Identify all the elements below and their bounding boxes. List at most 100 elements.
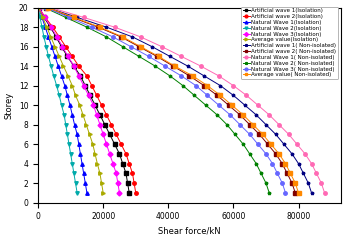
Natural Wave 1(Isolation)	[68, 104, 72, 107]
Average value( Non-isolated)	[173, 65, 177, 68]
Average value( Non-isolated)	[98, 26, 102, 29]
Artificial wave 1( Non-isolated)	[296, 162, 300, 165]
Average value( Non-isolated)	[121, 36, 125, 38]
Natural Wave 1(Isolation)	[43, 26, 47, 29]
Legend: Artificial wave 1(Isolation), Artificial wave 2(Isolation), Natural Wave 1(Isola: Artificial wave 1(Isolation), Artificial…	[241, 6, 338, 79]
Natural Wave 1( Non-isolated)	[256, 104, 260, 107]
Average value(Isolation)	[73, 94, 78, 97]
Line: Average value( Non-isolated): Average value( Non-isolated)	[46, 6, 300, 195]
Artificial wave 2( Non-isolated)	[155, 55, 159, 58]
Natural Wave 2( Non-isolated)	[137, 55, 141, 58]
Artificial wave 1(Isolation)	[42, 16, 46, 19]
Average value( Non-isolated)	[72, 16, 76, 19]
Natural Wave 3( Non-isolated)	[163, 65, 167, 68]
Average value( Non-isolated)	[218, 94, 223, 97]
Natural Wave 1(Isolation)	[40, 16, 44, 19]
Line: Natural Wave 1( Non-isolated): Natural Wave 1( Non-isolated)	[49, 6, 326, 195]
Natural Wave 2(Isolation)	[40, 26, 44, 29]
Natural Wave 1( Non-isolated)	[277, 123, 281, 126]
Natural Wave 2(Isolation)	[42, 36, 46, 38]
Natural Wave 2( Non-isolated)	[121, 45, 125, 48]
Average value(Isolation)	[70, 84, 74, 87]
Natural Wave 1(Isolation)	[70, 114, 74, 116]
Artificial wave 1( Non-isolated)	[243, 104, 247, 107]
Average value(Isolation)	[91, 143, 95, 145]
Artificial wave 1(Isolation)	[98, 114, 102, 116]
Natural Wave 1(Isolation)	[83, 182, 87, 185]
Artificial wave 2( Non-isolated)	[285, 172, 289, 175]
Average value( Non-isolated)	[296, 191, 300, 194]
Artificial wave 2(Isolation)	[57, 36, 61, 38]
Natural Wave 2(Isolation)	[69, 152, 73, 155]
Natural Wave 2(Isolation)	[75, 191, 79, 194]
Natural Wave 3(Isolation)	[95, 114, 99, 116]
Average value( Non-isolated)	[139, 45, 143, 48]
Artificial wave 1( Non-isolated)	[301, 172, 305, 175]
Natural Wave 3(Isolation)	[66, 55, 70, 58]
Artificial wave 1( Non-isolated)	[306, 182, 310, 185]
Natural Wave 3(Isolation)	[87, 94, 91, 97]
Artificial wave 2(Isolation)	[109, 123, 114, 126]
Natural Wave 3( Non-isolated)	[179, 74, 184, 77]
Artificial wave 2( Non-isolated)	[290, 182, 294, 185]
Average value( Non-isolated)	[260, 133, 265, 136]
Average value( Non-isolated)	[230, 104, 234, 107]
Artificial wave 2( Non-isolated)	[187, 74, 191, 77]
Artificial wave 2( Non-isolated)	[137, 45, 141, 48]
Natural Wave 2( Non-isolated)	[42, 6, 47, 9]
Line: Average value(Isolation): Average value(Isolation)	[37, 6, 105, 195]
Artificial wave 1( Non-isolated)	[202, 74, 206, 77]
Natural Wave 2( Non-isolated)	[215, 114, 219, 116]
Artificial wave 1( Non-isolated)	[46, 6, 50, 9]
Natural Wave 3(Isolation)	[108, 152, 112, 155]
Natural Wave 2( Non-isolated)	[192, 94, 196, 97]
Natural Wave 2(Isolation)	[59, 104, 63, 107]
Natural Wave 1( Non-isolated)	[49, 6, 53, 9]
Artificial wave 1( Non-isolated)	[105, 26, 109, 29]
Natural Wave 1(Isolation)	[77, 143, 81, 145]
Artificial wave 2(Isolation)	[105, 114, 109, 116]
Natural Wave 3( Non-isolated)	[147, 55, 151, 58]
Natural Wave 1( Non-isolated)	[179, 55, 184, 58]
Line: Natural Wave 3(Isolation): Natural Wave 3(Isolation)	[37, 6, 121, 195]
Artificial wave 2(Isolation)	[43, 16, 47, 19]
Artificial wave 2(Isolation)	[124, 152, 128, 155]
Line: Natural Wave 2( Non-isolated): Natural Wave 2( Non-isolated)	[43, 6, 271, 195]
Natural Wave 1(Isolation)	[50, 45, 54, 48]
Artificial wave 2( Non-isolated)	[226, 104, 230, 107]
Artificial wave 2(Isolation)	[119, 143, 123, 145]
Artificial wave 1(Isolation)	[103, 123, 107, 126]
Natural Wave 2( Non-isolated)	[153, 65, 157, 68]
Average value(Isolation)	[99, 182, 104, 185]
Artificial wave 1(Isolation)	[127, 191, 131, 194]
Artificial wave 2( Non-isolated)	[274, 152, 278, 155]
Artificial wave 1(Isolation)	[126, 182, 130, 185]
Natural Wave 1( Non-isolated)	[217, 74, 221, 77]
Average value( Non-isolated)	[293, 182, 297, 185]
Natural Wave 3(Isolation)	[101, 133, 105, 136]
Natural Wave 2(Isolation)	[57, 94, 61, 97]
Natural Wave 2(Isolation)	[38, 16, 42, 19]
Natural Wave 1( Non-isolated)	[295, 143, 299, 145]
Natural Wave 2(Isolation)	[64, 123, 68, 126]
Natural Wave 1( Non-isolated)	[244, 94, 248, 97]
Artificial wave 1(Isolation)	[59, 45, 63, 48]
Natural Wave 1(Isolation)	[59, 74, 63, 77]
Natural Wave 1(Isolation)	[72, 123, 77, 126]
Natural Wave 1(Isolation)	[47, 36, 51, 38]
Artificial wave 2(Isolation)	[70, 55, 74, 58]
Natural Wave 1(Isolation)	[75, 133, 79, 136]
Average value( Non-isolated)	[288, 172, 293, 175]
Natural Wave 3( Non-isolated)	[264, 152, 268, 155]
Artificial wave 2(Isolation)	[95, 94, 99, 97]
Natural Wave 2( Non-isolated)	[85, 26, 89, 29]
Natural Wave 3( Non-isolated)	[238, 123, 242, 126]
Natural Wave 3( Non-isolated)	[111, 36, 115, 38]
Natural Wave 2( Non-isolated)	[204, 104, 208, 107]
Natural Wave 2(Isolation)	[55, 84, 59, 87]
Natural Wave 1( Non-isolated)	[323, 191, 327, 194]
Artificial wave 2(Isolation)	[64, 45, 68, 48]
Artificial wave 1(Isolation)	[117, 152, 121, 155]
Natural Wave 1( Non-isolated)	[139, 36, 143, 38]
Artificial wave 2(Isolation)	[127, 162, 131, 165]
